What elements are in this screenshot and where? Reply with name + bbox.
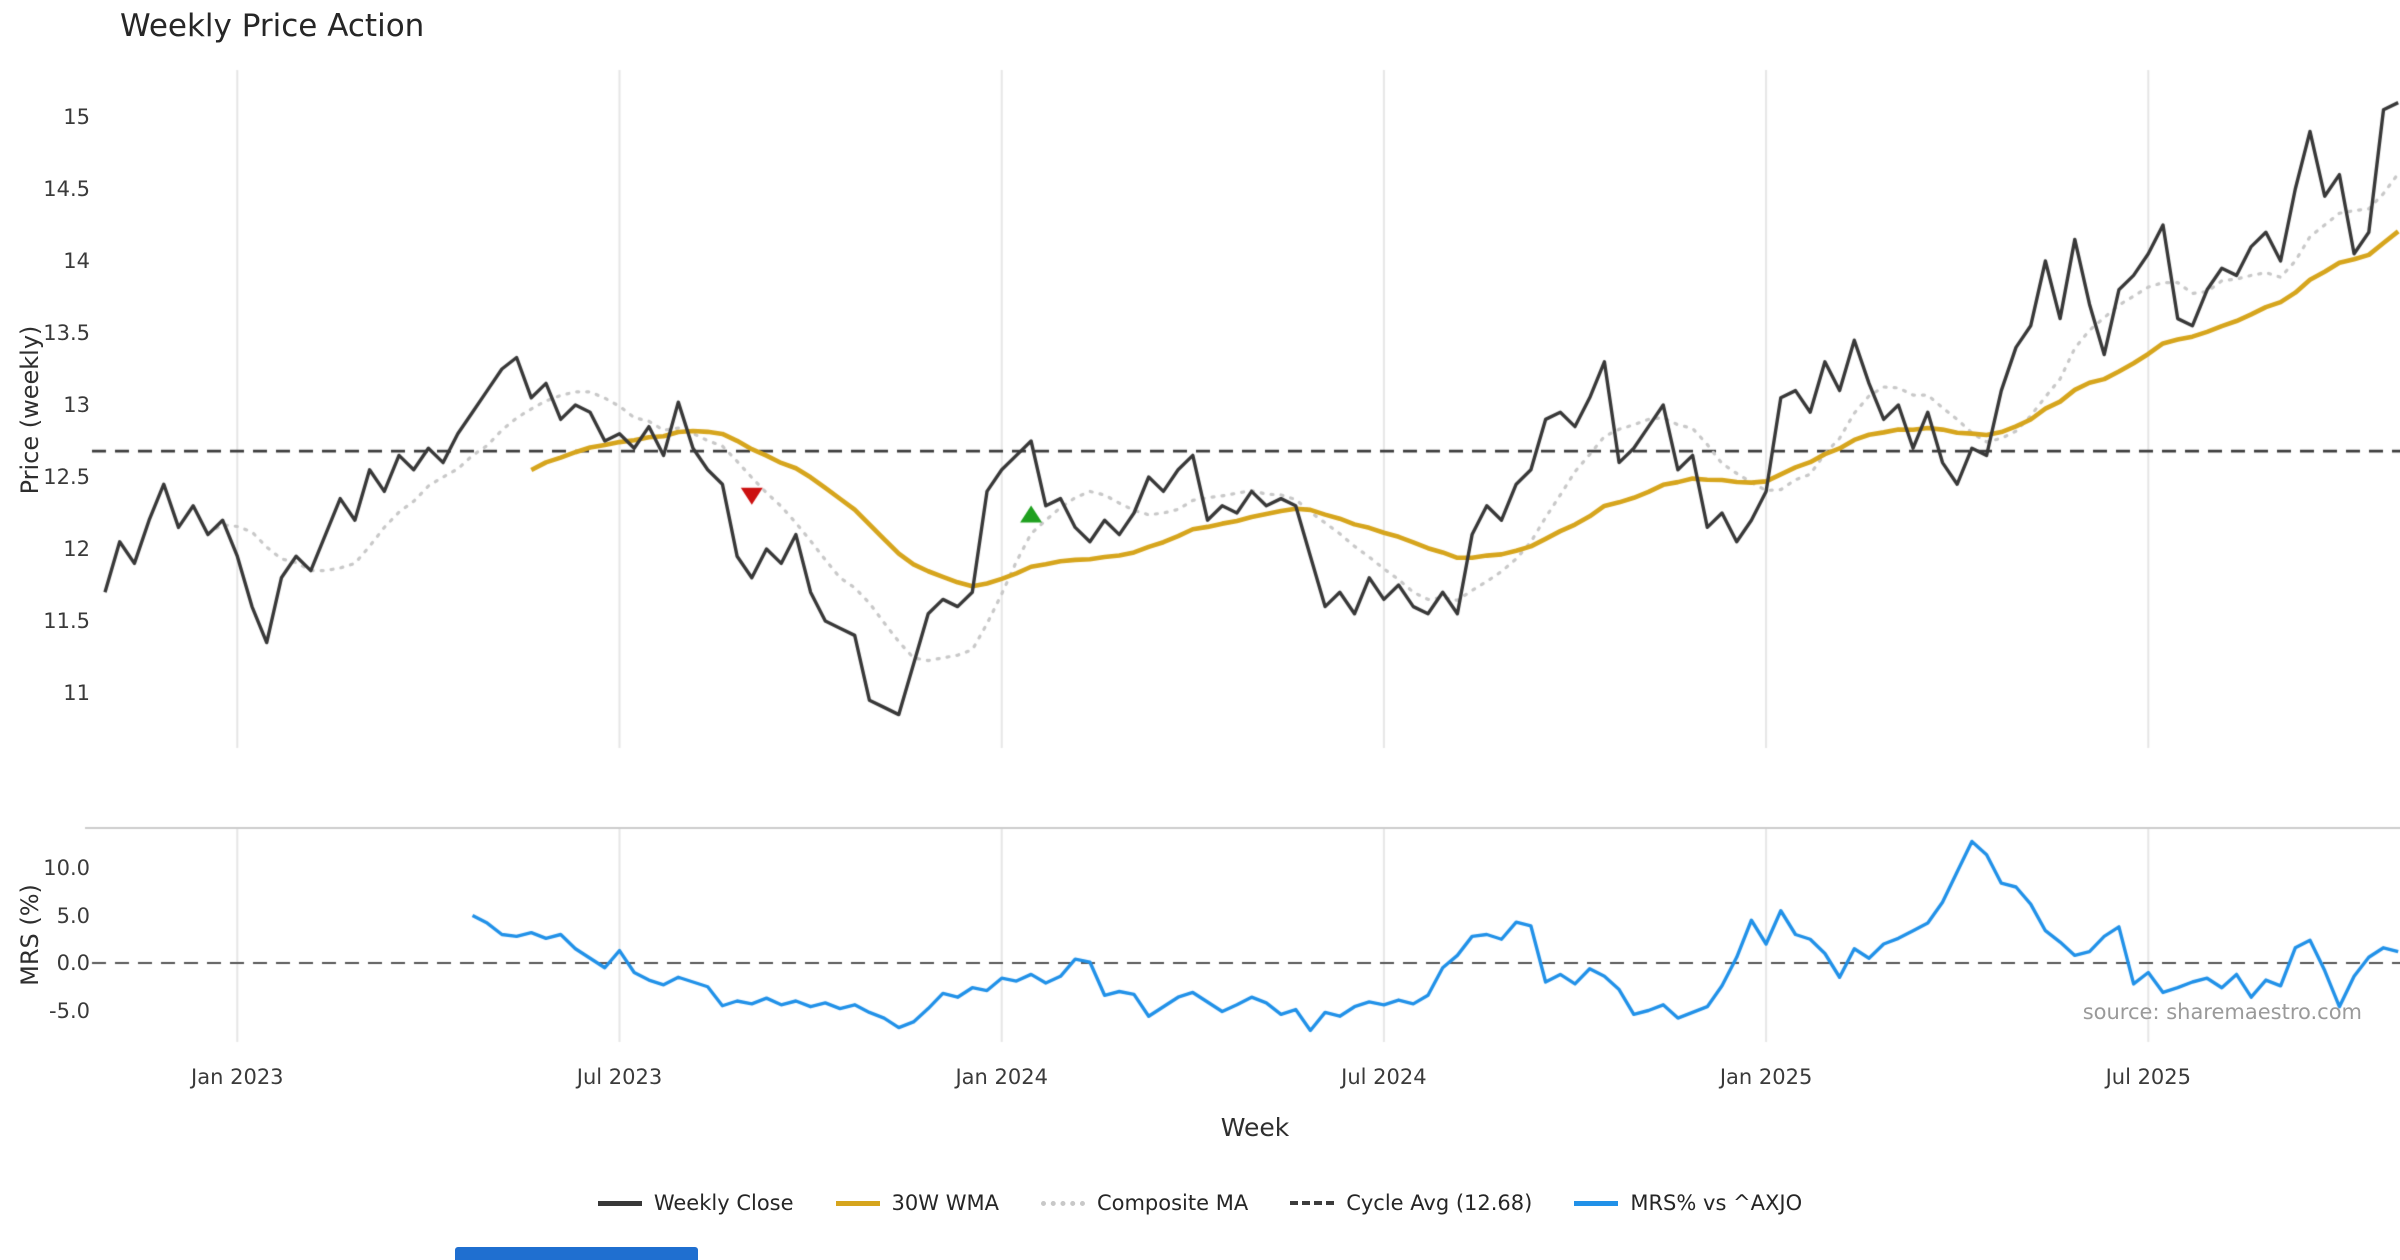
legend-item: Composite MA	[1040, 1191, 1249, 1215]
x-tick: Jul 2025	[2105, 1065, 2192, 1089]
source-attribution: source: sharemaestro.com	[2082, 1000, 2362, 1024]
mrs-y-tick: 5.0	[56, 903, 90, 928]
legend-label: Cycle Avg (12.68)	[1346, 1191, 1533, 1215]
mrs-y-tick: -5.0	[49, 998, 90, 1023]
legend-line-swatch	[597, 1200, 642, 1206]
legend-line-swatch	[1290, 1201, 1335, 1205]
price-y-tick: 11.5	[43, 609, 90, 633]
legend: Weekly Close 30W WMA Composite MA Cycle Avg…	[0, 1188, 2400, 1218]
x-tick: Jul 2024	[1341, 1065, 1427, 1089]
price-y-tick: 13	[63, 393, 90, 417]
legend-line-swatch	[835, 1200, 880, 1206]
x-tick: Jan 2024	[955, 1065, 1048, 1089]
legend-line-swatch	[1040, 1200, 1085, 1206]
legend-line-swatch	[1574, 1200, 1619, 1206]
bottom-blue-bar	[455, 1247, 698, 1260]
legend-item: 30W WMA	[835, 1191, 999, 1215]
price-y-tick: 13.5	[43, 321, 90, 345]
price-y-tick: 14	[63, 249, 90, 273]
legend-item: Cycle Avg (12.68)	[1290, 1191, 1532, 1215]
legend-item: MRS% vs ^AXJO	[1574, 1191, 1802, 1215]
chart-title: Weekly Price Action	[120, 8, 425, 44]
x-tick: Jan 2023	[191, 1065, 284, 1089]
price-y-tick: 11	[63, 681, 90, 705]
legend-label: 30W WMA	[891, 1191, 999, 1215]
legend-label: Weekly Close	[653, 1191, 794, 1215]
price-y-tick: 12.5	[43, 465, 90, 489]
price-y-tick: 14.5	[43, 177, 90, 201]
x-tick: Jul 2023	[576, 1065, 663, 1089]
legend-label: MRS% vs ^AXJO	[1630, 1191, 1803, 1215]
legend-label: Composite MA	[1096, 1191, 1249, 1215]
mrs-y-tick: 0.0	[56, 951, 90, 975]
price-y-tick: 15	[63, 105, 90, 129]
price-y-tick: 12	[63, 537, 90, 561]
mrs-y-tick: 10.0	[43, 856, 90, 880]
x-tick: Jan 2025	[1719, 1065, 1813, 1089]
x-axis-label: Week	[1220, 1113, 1290, 1142]
legend-item: Weekly Close	[597, 1191, 794, 1215]
